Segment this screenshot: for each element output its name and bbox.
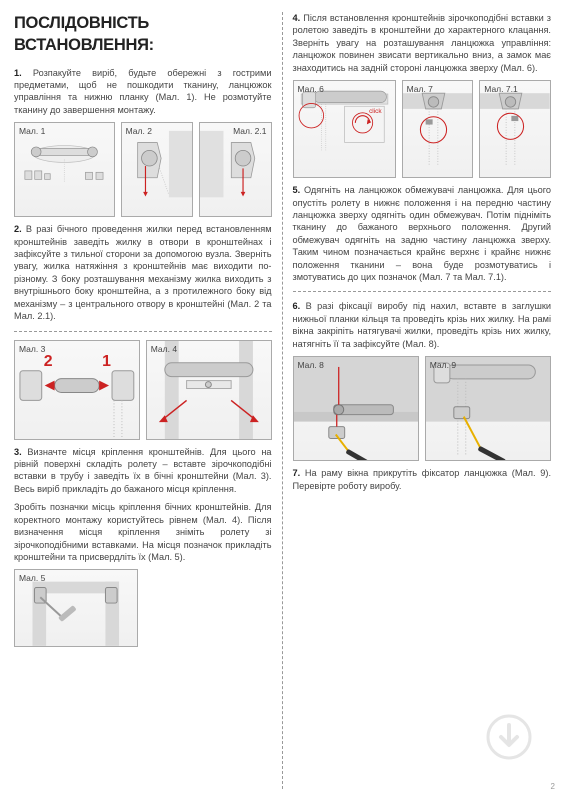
figure-label: Мал. 3	[19, 344, 45, 355]
figure-label: Мал. 5	[19, 573, 45, 584]
figure-label: Мал. 8	[298, 360, 324, 371]
svg-text:1: 1	[102, 352, 111, 369]
figure-label: Мал. 7.1	[484, 84, 517, 95]
step-4-text: 4. Після встановлення кронштейнів зірочк…	[293, 12, 552, 74]
figure-3: Мал. 3 2 1	[14, 340, 140, 440]
step-1-text: 1. Розпакуйте виріб, будьте обережні з г…	[14, 67, 272, 117]
figure-6: Мал. 6 click	[293, 80, 396, 178]
figure-2-1: Мал. 2.1	[199, 122, 271, 217]
step-3b-text: Зробіть позначки місць кріплення бічних …	[14, 501, 272, 563]
step-5-text: 5. Одягніть на ланцюжок обмежувачі ланцю…	[293, 184, 552, 283]
step-2-text: 2. В разі бічного проведення жилки перед…	[14, 223, 272, 322]
page-title: ПОСЛІДОВНІСТЬ ВСТАНОВЛЕННЯ:	[14, 12, 272, 57]
watermark-icon	[485, 713, 533, 761]
right-column: 4. Після встановлення кронштейнів зірочк…	[283, 12, 552, 789]
figure-1: Мал. 1	[14, 122, 115, 217]
figure-5: Мал. 5	[14, 569, 138, 647]
figure-label: Мал. 2.1	[233, 126, 266, 137]
step-6-text: 6. В разі фіксації виробу під нахил, вст…	[293, 300, 552, 350]
svg-text:click: click	[369, 108, 382, 115]
step-7-text: 7. На раму вікна прикрутіть фіксатор лан…	[293, 467, 552, 492]
figure-label: Мал. 6	[298, 84, 324, 95]
figure-label: Мал. 9	[430, 360, 456, 371]
figure-label: Мал. 4	[151, 344, 177, 355]
step-3a-text: 3. Визначте місця кріплення кронштейнів.…	[14, 446, 272, 496]
figure-7-1: Мал. 7.1	[479, 80, 551, 178]
figure-9: Мал. 9	[425, 356, 551, 461]
figure-2: Мал. 2	[121, 122, 193, 217]
figure-4: Мал. 4	[146, 340, 272, 440]
figure-label: Мал. 7	[407, 84, 433, 95]
page-number: 2	[551, 782, 555, 793]
figure-8: Мал. 8	[293, 356, 419, 461]
left-column: ПОСЛІДОВНІСТЬ ВСТАНОВЛЕННЯ: 1. Розпакуйт…	[14, 12, 283, 789]
figure-label: Мал. 2	[126, 126, 152, 137]
figure-7: Мал. 7	[402, 80, 474, 178]
figure-label: Мал. 1	[19, 126, 45, 137]
